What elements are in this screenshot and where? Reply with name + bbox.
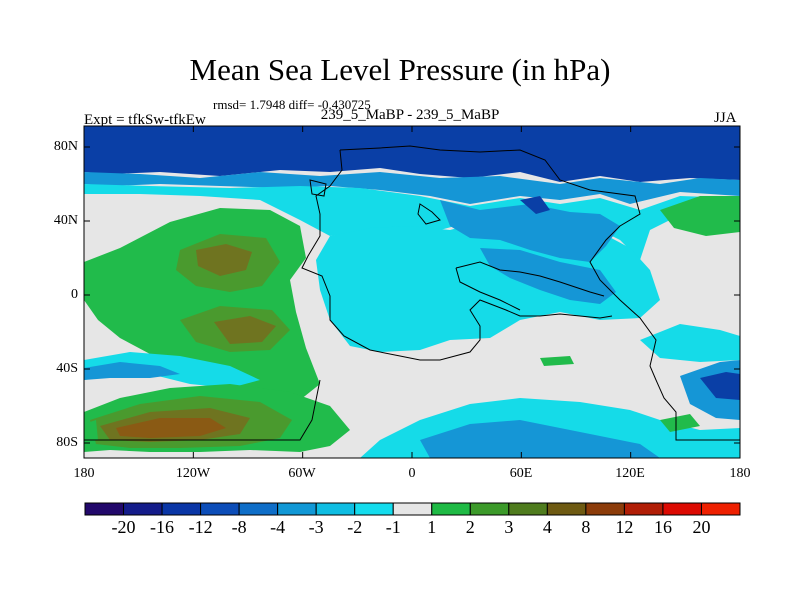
himalaya-low [480, 248, 616, 304]
coastlines [84, 145, 740, 441]
edge-green-patch [84, 420, 98, 442]
colorbar-swatch-16 [700, 502, 741, 516]
antarctica-green-patch [660, 414, 700, 432]
north-atlantic-green [660, 196, 740, 236]
colorbar-label-1: -16 [150, 517, 175, 537]
coastline-south-america [84, 379, 321, 441]
y-tick-label-80s: 80S [56, 435, 78, 450]
colorbar-swatch-2 [161, 502, 202, 516]
colorbar-swatch-14 [623, 502, 664, 516]
colorbar-swatch-7 [354, 502, 394, 516]
colorbar-label-8: 1 [427, 517, 437, 537]
colorbar-label-10: 3 [504, 517, 514, 537]
colorbar-swatch-11 [508, 502, 548, 516]
colorbar-swatch-5 [277, 502, 317, 516]
colorbar-label-0: -20 [111, 517, 136, 537]
x-tick-label-180w: 180 [73, 466, 95, 481]
arctic-mid-band [84, 172, 740, 204]
stats-text: rmsd= 1.7948 diff= -0.430725 [213, 97, 371, 112]
pacific-high-north-core [196, 244, 252, 276]
coastline-west [301, 149, 613, 361]
indian-ocean-light [640, 324, 740, 362]
axis-ticks [83, 126, 741, 458]
colorbar-label-3: -8 [231, 517, 247, 537]
colorbar-swatch-3 [200, 502, 240, 516]
colorbar-swatch-1 [123, 502, 163, 516]
y-tick-label-40s: 40S [56, 361, 78, 376]
coastline-islet [309, 179, 327, 197]
coastline-inner [455, 261, 605, 297]
cases-label: 239_5_MaBP - 239_5_MaBP [320, 107, 500, 123]
experiment-label: Expt = tfkSw-tfkEw [84, 112, 206, 128]
colorbar-label-5: -3 [308, 517, 324, 537]
colorbar-swatch-0 [84, 502, 125, 516]
colorbar-label-11: 4 [542, 517, 552, 537]
coastline-inner-bay [455, 267, 521, 311]
colorbar-label-7: -1 [385, 517, 401, 537]
colorbar-label-12: 8 [581, 517, 591, 537]
colorbar-swatch-10 [469, 502, 510, 516]
season-label: JJA [714, 110, 737, 126]
x-tick-label-180e: 180 [729, 466, 751, 481]
colorbar-swatch-15 [662, 502, 702, 516]
south-pacific-light [84, 352, 260, 388]
pressure-field [84, 126, 740, 458]
australia-south-core [700, 372, 740, 400]
antarctic-mid [420, 420, 660, 458]
x-tick-label-0: 0 [408, 466, 416, 481]
colorbar-swatch-8 [392, 502, 433, 516]
y-tick-label-0: 0 [71, 287, 78, 302]
colorbar-label-9: 2 [465, 517, 475, 537]
colorbar [84, 502, 741, 516]
siberia-core [520, 196, 550, 214]
y-tick-label-80n: 80N [53, 139, 78, 154]
colorbar-label-2: -12 [188, 517, 213, 537]
colorbar-swatch-6 [315, 502, 356, 516]
subpolar-light-band [84, 184, 740, 260]
pacific-high-south-core [214, 316, 276, 344]
x-tick-label-120e: 120E [615, 466, 645, 481]
colorbar-swatch-9 [431, 502, 471, 516]
colorbar-swatch-13 [585, 502, 625, 516]
arctic-low [84, 126, 740, 182]
colorbar-label-14: 16 [653, 517, 672, 537]
coastline-island [417, 203, 441, 225]
x-tick-label-60w: 60W [288, 466, 316, 481]
plot-title: Mean Sea Level Pressure (in hPa) [189, 52, 611, 87]
colorbar-label-15: 20 [692, 517, 711, 537]
coastline-east [339, 145, 740, 441]
x-tick-label-120w: 120W [175, 466, 211, 481]
africa-green-patch [540, 356, 574, 366]
colorbar-swatch-4 [238, 502, 279, 516]
colorbar-label-6: -2 [347, 517, 363, 537]
siberia-low [440, 200, 620, 262]
colorbar-swatch-12 [546, 502, 587, 516]
colorbar-label-4: -4 [270, 517, 286, 537]
south-pacific-mid [84, 362, 180, 380]
x-tick-label-60e: 60E [509, 466, 533, 481]
y-tick-label-40n: 40N [53, 213, 78, 228]
colorbar-label-13: 12 [615, 517, 634, 537]
southern-high-core [116, 418, 226, 438]
